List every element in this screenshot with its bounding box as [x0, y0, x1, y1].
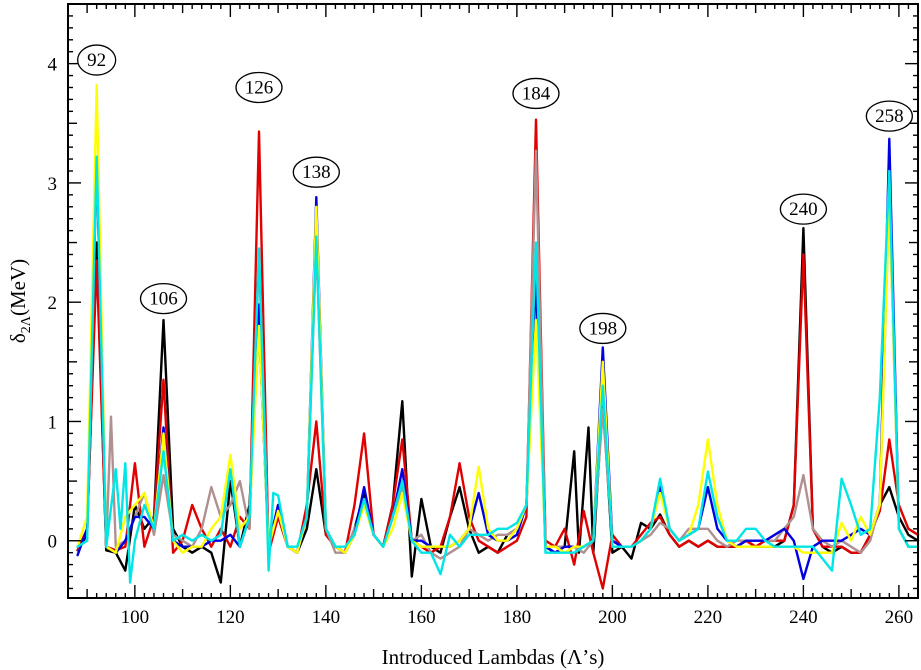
peak-label: 106	[139, 282, 188, 315]
x-tick-label: 160	[407, 607, 436, 628]
x-tick-label: 120	[216, 607, 245, 628]
peak-label-text: 184	[522, 83, 551, 104]
peak-label: 184	[512, 77, 560, 110]
series-line-6	[76, 155, 920, 584]
peak-label: 258	[865, 100, 913, 132]
peak-label-text: 106	[149, 289, 178, 310]
y-axis-label-subscript: 2Λ	[19, 315, 34, 333]
peak-label-text: 92	[87, 50, 106, 71]
peak-label-text: 240	[789, 199, 818, 220]
peak-label-layer: 92 106 126 138 184 198 240 258	[77, 44, 913, 345]
x-tick-label: 100	[121, 607, 150, 628]
peak-label-ellipse	[779, 193, 828, 225]
peak-label-ellipse	[235, 71, 283, 104]
y-tick-label: 3	[48, 174, 58, 195]
peak-label-ellipse	[77, 44, 117, 76]
plot-frame	[67, 3, 919, 599]
series-layer	[76, 83, 920, 590]
x-axis-label: Introduced Lambdas (Λ’s)	[382, 645, 605, 669]
peak-label-text: 138	[302, 162, 331, 183]
series-line-5	[76, 83, 920, 554]
peak-label-ellipse	[579, 312, 627, 345]
x-tick-label: 140	[312, 607, 341, 628]
y-tick-label: 1	[48, 412, 58, 433]
peak-label: 92	[77, 44, 117, 76]
peak-label: 138	[292, 156, 340, 188]
peak-label-ellipse	[292, 156, 340, 188]
x-tick-label: 220	[694, 607, 723, 628]
x-tick-label: 260	[885, 607, 914, 628]
peak-label-ellipse	[139, 282, 188, 315]
y-tick-label: 0	[48, 532, 58, 553]
y-tick-label: 2	[48, 293, 58, 314]
tick-layer: 100 120 140 160 180 200 220 240 260 0 1 2 3 4	[48, 4, 919, 628]
series-line-2	[76, 118, 920, 590]
x-tick-label: 240	[789, 607, 818, 628]
peak-label: 126	[235, 71, 283, 104]
peak-label-ellipse	[512, 77, 560, 110]
y-tick-label: 4	[48, 55, 58, 76]
axis-layer	[67, 3, 919, 599]
x-tick-label: 200	[598, 607, 627, 628]
y-axis-label-unit: (MeV)	[6, 259, 30, 316]
peak-label: 240	[779, 193, 828, 225]
y-axis-label: δ2Λ(MeV)	[6, 259, 34, 343]
x-tick-label: 180	[503, 607, 532, 628]
peak-label-text: 198	[589, 318, 618, 339]
peak-label: 198	[579, 312, 627, 345]
peak-label-ellipse	[865, 100, 913, 132]
peak-label-text: 126	[245, 77, 274, 98]
y-axis-label-symbol: δ	[6, 333, 30, 343]
peak-label-text: 258	[875, 106, 904, 127]
